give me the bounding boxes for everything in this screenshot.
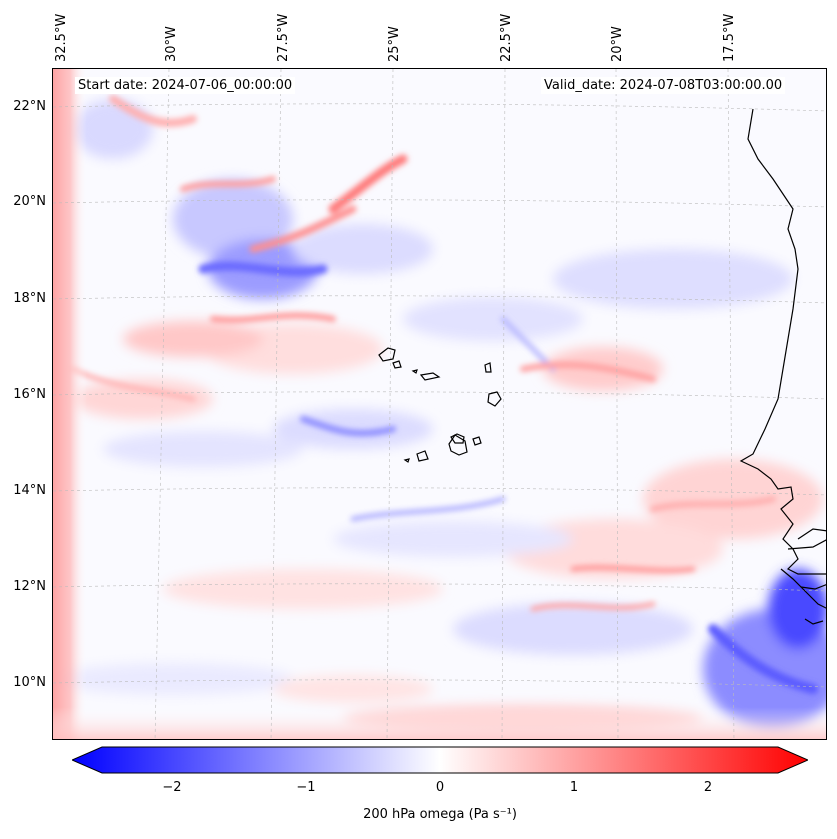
lon-label-27.5w: 27.5°W [276, 13, 291, 62]
bottom-edge-band [53, 707, 826, 739]
colorbar-tick-1: 1 [569, 780, 579, 795]
colorbar-label: 200 hPa omega (Pa s⁻¹) [363, 807, 517, 822]
lat-label-18n: 18°N [13, 291, 46, 306]
lon-label-22.5w: 22.5°W [499, 13, 514, 62]
start-date-label: Start date: 2024-07-06_00:00:00 [75, 77, 296, 94]
lon-label-32.5w: 32.5°W [54, 13, 69, 62]
omega-blobs-blurred [53, 99, 826, 733]
colorbar-tick-minus1: −1 [296, 780, 316, 795]
lat-label-14n: 14°N [13, 483, 46, 498]
omega-field-map [53, 69, 826, 739]
colorbar-tick-minus2: −2 [162, 780, 182, 795]
valid-date-label: Valid_date: 2024-07-08T03:00:00.00 [541, 77, 786, 94]
map-plot-area[interactable] [52, 68, 827, 740]
omega-bands-sharp [70, 95, 818, 694]
colorbar-tick-0: 0 [435, 780, 445, 795]
lon-label-30w: 30°W [164, 26, 179, 62]
lat-label-16n: 16°N [13, 387, 46, 402]
lat-label-10n: 10°N [13, 675, 46, 690]
lon-label-20w: 20°W [610, 26, 625, 62]
lat-label-22n: 22°N [13, 99, 46, 114]
lon-label-17.5w: 17.5°W [722, 13, 737, 62]
lat-label-20n: 20°N [13, 194, 46, 209]
left-edge-band [53, 69, 87, 739]
colorbar [72, 746, 808, 774]
lon-label-25w: 25°W [387, 26, 402, 62]
lat-label-12n: 12°N [13, 579, 46, 594]
colorbar-body [72, 746, 808, 774]
cape-verde-islands [378, 347, 502, 463]
map-gridlines [53, 69, 826, 739]
coastline [739, 108, 826, 625]
colorbar-tick-2: 2 [703, 780, 713, 795]
